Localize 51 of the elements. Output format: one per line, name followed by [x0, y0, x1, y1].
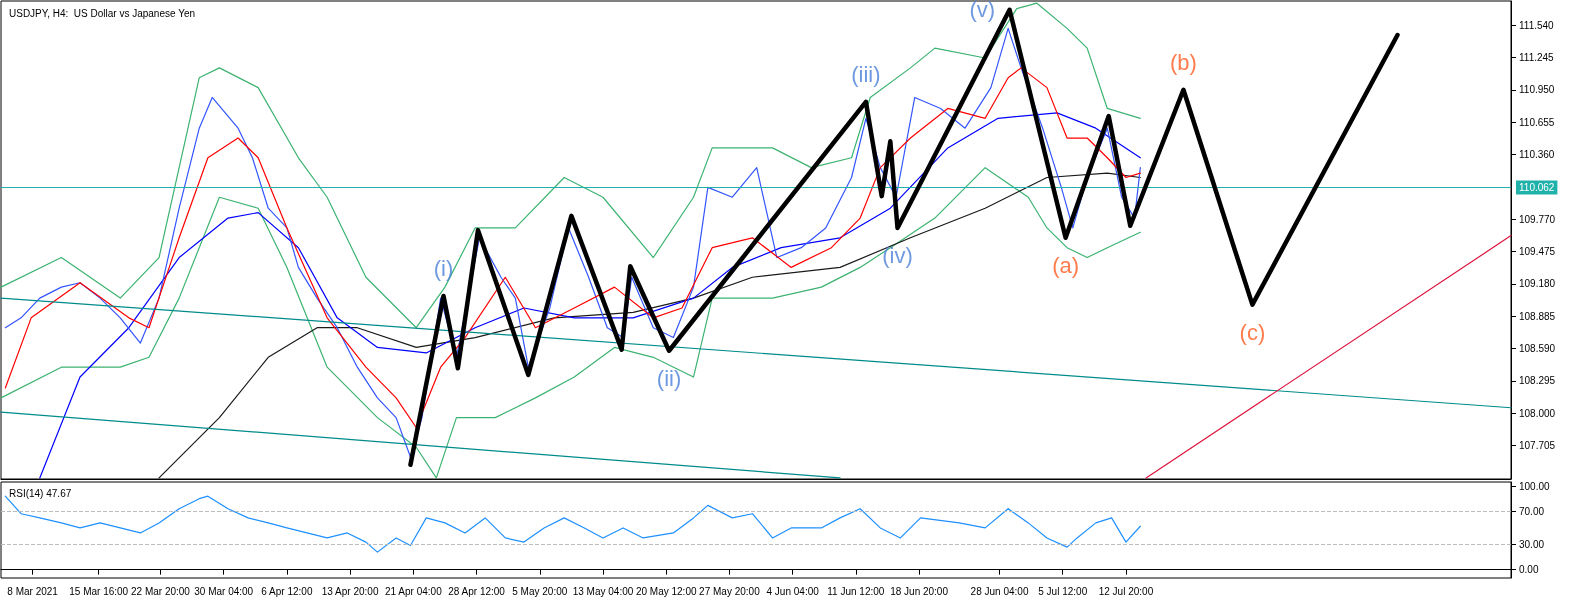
x-tick-label: 15 Mar 16:00	[69, 585, 129, 597]
y-tick-label: 108.000	[1519, 407, 1556, 419]
annotation: (ii)	[656, 365, 682, 391]
ref-line-label: 110.062	[1519, 181, 1555, 193]
x-tick-label: 5 May 20:00	[512, 585, 568, 597]
annotation: (i)	[433, 255, 454, 281]
y-tick-label: 110.950	[1519, 84, 1555, 96]
line-series	[39, 112, 1141, 479]
x-tick-label: 13 Apr 20:00	[321, 585, 379, 597]
y-tick-label: 108.590	[1519, 343, 1556, 355]
x-tick-label: 4 Jun 04:00	[766, 585, 820, 597]
x-tick-label: 6 Apr 12:00	[261, 585, 313, 597]
x-tick-label: 28 Apr 12:00	[448, 585, 506, 597]
y-tick-label: 70.00	[1519, 505, 1545, 517]
line-series	[158, 172, 1141, 479]
text: RSI(14) 47.67	[9, 487, 72, 499]
y-tick-label: 108.885	[1519, 310, 1556, 322]
x-tick-label: 18 Jun 20:00	[890, 585, 949, 597]
annotation: (iii)	[851, 61, 881, 87]
x-tick-label: 27 May 20:00	[699, 585, 761, 597]
x-tick-label: 22 Mar 20:00	[131, 585, 191, 597]
x-tick-label: 20 May 12:00	[635, 585, 697, 597]
y-tick-label: 109.475	[1519, 246, 1556, 258]
y-tick-label: 30.00	[1519, 539, 1545, 551]
x-tick-label: 11 Jun 12:00	[827, 585, 885, 597]
x-tick-label: 21 Apr 04:00	[384, 585, 443, 597]
y-tick-label: 110.360	[1519, 148, 1555, 160]
line-series	[0, 2, 1141, 329]
annotation: (iv)	[882, 242, 913, 268]
x-tick-label: 30 Mar 04:00	[194, 585, 254, 597]
y-tick-label: 0.00	[1519, 564, 1539, 576]
annotation: (a)	[1052, 252, 1080, 278]
y-tick-label: 100.00	[1519, 480, 1551, 492]
x-tick-label: 28 Jun 04:00	[970, 585, 1029, 597]
line-series	[0, 167, 1141, 479]
line-series	[4, 67, 1141, 429]
x-tick-label: 8 Mar 2021	[7, 585, 59, 597]
text: USDJPY, H4: US Dollar vs Japanese Yen	[9, 7, 196, 19]
y-tick-label: 108.295	[1519, 375, 1556, 387]
x-tick-label: 12 Jul 20:00	[1098, 585, 1154, 597]
annotation: (b)	[1169, 49, 1197, 75]
y-tick-label: 110.655	[1519, 116, 1555, 128]
y-tick-label: 109.180	[1519, 278, 1556, 290]
annotation: (c)	[1239, 319, 1266, 345]
y-tick-label: 107.705	[1519, 440, 1556, 452]
y-tick-label: 109.770	[1519, 213, 1556, 225]
y-tick-label: 111.245	[1519, 51, 1555, 63]
y-tick-label: 111.540	[1519, 19, 1555, 31]
annotation: (v)	[969, 0, 996, 23]
x-tick-label: 5 Jul 12:00	[1038, 585, 1088, 597]
x-tick-label: 13 May 04:00	[572, 585, 634, 597]
